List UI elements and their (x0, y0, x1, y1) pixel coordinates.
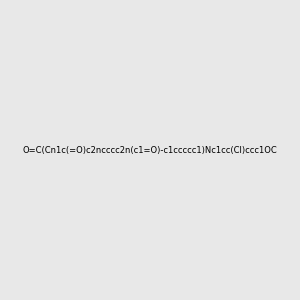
Text: O=C(Cn1c(=O)c2ncccc2n(c1=O)-c1ccccc1)Nc1cc(Cl)ccc1OC: O=C(Cn1c(=O)c2ncccc2n(c1=O)-c1ccccc1)Nc1… (22, 146, 278, 154)
